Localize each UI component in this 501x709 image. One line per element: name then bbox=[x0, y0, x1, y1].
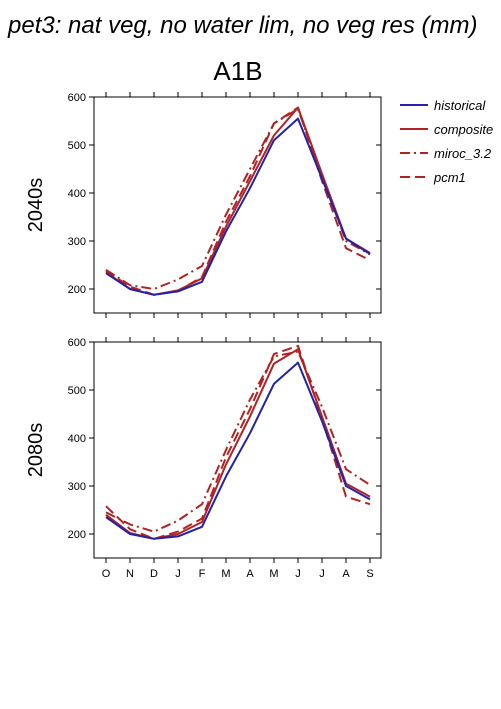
y-tick-label-2040s: 400 bbox=[68, 188, 86, 200]
y-tick-label-2040s: 600 bbox=[68, 92, 86, 104]
plot-frame-2080s bbox=[93, 341, 382, 559]
series-line-miroc-3-2-2080s bbox=[105, 350, 371, 533]
y-tick-label-2080s: 400 bbox=[68, 433, 86, 445]
x-tick-label-2080s: M bbox=[269, 568, 278, 580]
x-tick-label-2080s: D bbox=[150, 568, 158, 580]
legend-label-historical: historical bbox=[434, 98, 486, 113]
legend-label-miroc: miroc_3.2 bbox=[434, 146, 492, 161]
series-line-miroc-3-2-2040s bbox=[105, 108, 371, 290]
series-line-historical-2040s bbox=[105, 117, 371, 296]
scenario-title: A1B bbox=[213, 56, 262, 86]
y-tick-label-2080s: 600 bbox=[68, 337, 86, 349]
series-line-historical-2080s bbox=[105, 361, 371, 540]
legend: historical composite miroc_3.2 pcm1 bbox=[400, 98, 493, 185]
row-label-2040s: 2040s bbox=[25, 178, 47, 233]
y-tick-label-2080s: 200 bbox=[68, 529, 86, 541]
x-tick-label-2080s: O bbox=[102, 568, 111, 580]
x-tick-label-2080s: A bbox=[246, 568, 254, 580]
y-tick-label-2040s: 500 bbox=[68, 140, 86, 152]
x-tick-label-2080s: M bbox=[221, 568, 230, 580]
panel-2080s: 2080s 200 300 400 500 600 O N D J F M A M J J A S bbox=[25, 337, 382, 580]
x-tick-label-2080s: A bbox=[342, 568, 350, 580]
panel-2040s: 2040s 200 300 400 500 600 bbox=[25, 92, 382, 318]
y-tick-label-2040s: 300 bbox=[68, 236, 86, 248]
y-tick-label-2080s: 500 bbox=[68, 385, 86, 397]
x-tick-label-2080s: F bbox=[199, 568, 206, 580]
plot-frame-2040s bbox=[93, 96, 382, 314]
x-tick-label-2080s: J bbox=[175, 568, 181, 580]
x-tick-label-2080s: J bbox=[295, 568, 301, 580]
legend-label-pcm1: pcm1 bbox=[433, 170, 466, 185]
x-tick-label-2080s: S bbox=[366, 568, 373, 580]
legend-label-composite: composite bbox=[434, 122, 493, 137]
x-tick-label-2080s: J bbox=[319, 568, 325, 580]
figure-title: pet3: nat veg, no water lim, no veg res … bbox=[7, 12, 478, 39]
row-label-2080s: 2080s bbox=[25, 423, 47, 478]
y-tick-label-2040s: 200 bbox=[68, 284, 86, 296]
y-tick-label-2080s: 300 bbox=[68, 481, 86, 493]
x-tick-label-2080s: N bbox=[126, 568, 134, 580]
